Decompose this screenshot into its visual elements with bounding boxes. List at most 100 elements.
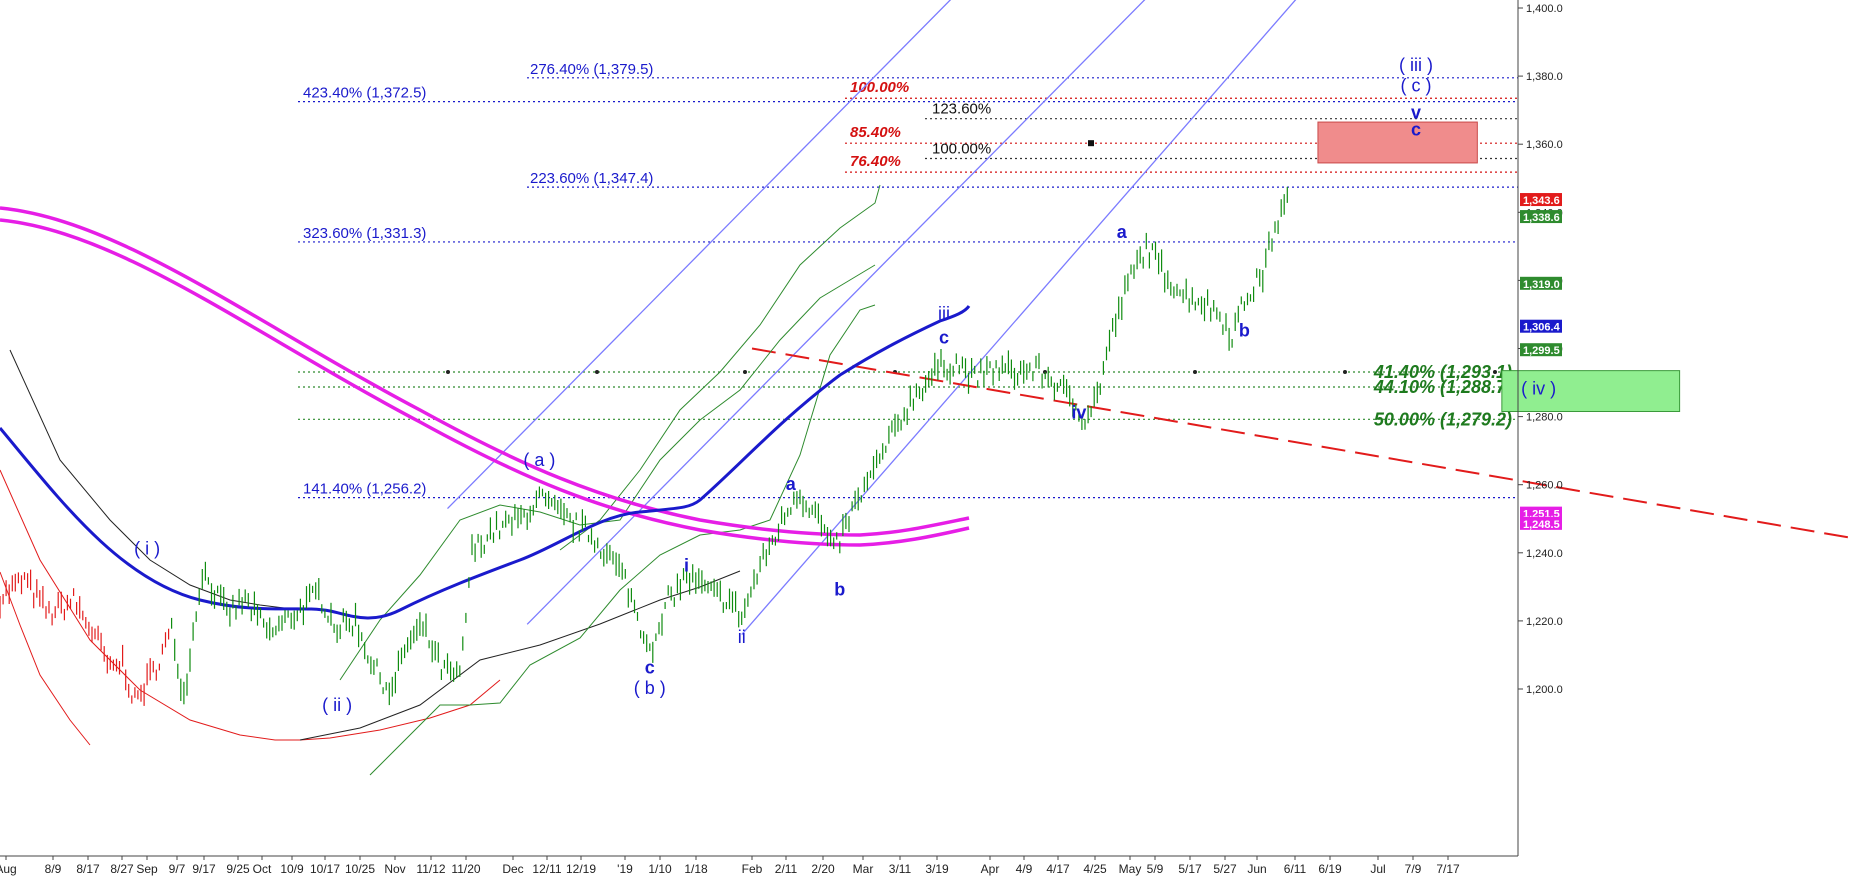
x-tick-label: 8/9 [45,862,62,876]
wave-label: iv [1071,402,1086,422]
fib-level-label: 41.40% (1,293.1) [1373,362,1512,382]
price-tag-label: 1,343.6 [1523,195,1560,207]
wave-label: b [1239,321,1250,341]
x-tick-label: Feb [742,862,763,876]
x-tick-label: Apr [981,862,1000,876]
price-tag-box [1520,506,1562,520]
y-tick-label: 1,380.0 [1526,71,1563,83]
y-tick-label: 1,360.0 [1526,139,1563,151]
wave-label: b [834,579,845,599]
y-tick-label: 1,260.0 [1526,480,1563,492]
wave-label: a [786,474,797,494]
y-tick-label: 1,200.0 [1526,684,1563,696]
wave-label: ( c ) [1401,75,1432,95]
x-tick-label: 2/11 [775,862,798,876]
price-tag-box [1520,210,1562,224]
channel-lower-line [741,0,1297,635]
lower-envelope-red-2 [0,571,91,746]
x-tick-label: 8/17 [76,862,100,876]
price-tag-label: 1,306.4 [1523,322,1561,334]
x-tick-label: 9/25 [226,862,250,876]
fib-level-label: 423.40% (1,372.5) [303,85,426,102]
red-dashed-trendline [751,347,1849,539]
ma-magenta-lower [0,218,970,547]
price-tag-label: 1,248.5 [1523,519,1560,531]
ma-blue [0,305,971,620]
x-tick-label: 10/9 [280,862,304,876]
fib-level-label: 223.60% (1,347.4) [530,170,653,187]
x-tick-label: 6/11 [1284,862,1307,876]
target-marker [1088,140,1094,147]
x-tick-label: 2/20 [811,862,835,876]
x-tick-label: Mar [853,862,874,876]
wave-label: c [645,658,655,678]
ma-magenta-upper [0,206,970,537]
price-tag-box [1520,319,1562,333]
x-tick-label: Aug [0,862,17,876]
level-marker-dot [743,369,747,374]
level-marker-dot [1343,369,1347,374]
x-tick-label: 9/17 [192,862,216,876]
fib-level-label: 85.40% [850,124,901,141]
x-tick-label: Jul [1370,862,1385,876]
price-bars [0,186,1288,706]
x-tick-label: 6/19 [1318,862,1342,876]
x-tick-label: 1/10 [648,862,672,876]
level-marker-dot [1043,369,1047,374]
lower-envelope-red [0,469,501,741]
wave-label: ( iv ) [1521,378,1556,398]
wave-label: i [684,556,689,576]
green-target-zone [1501,370,1681,412]
fib-level-label: 100.00% [850,79,909,96]
level-marker-dot [1493,369,1497,374]
wave-label: a [1117,222,1128,242]
fib-level-label: 276.40% (1,379.5) [530,61,653,78]
wave-label: ( a ) [523,450,555,470]
x-tick-label: 11/20 [451,862,480,876]
wave-label: ( iii ) [1399,55,1433,75]
x-tick-label: Sep [136,862,158,876]
wave-label: ii [738,627,746,647]
x-tick-label: 8/27 [110,862,134,876]
x-tick-label: 3/11 [889,862,912,876]
level-marker-dot [1193,369,1197,374]
x-tick-label: 12/19 [566,862,596,876]
upper-envelope-green [339,264,876,681]
fibonacci-levels: 276.40% (1,379.5) 423.40% (1,372.5) 223.60… [298,61,1518,499]
target-zones [1088,121,1681,412]
wave-label: c [939,327,949,347]
wave-label: iii [938,304,950,324]
x-tick-label: 10/17 [310,862,340,876]
price-tag-box [1520,276,1562,290]
fib-level-label: 44.10% (1,288.7) [1373,377,1512,397]
y-axis: 1,200.01,220.01,240.01,260.01,280.01,300… [1517,0,1563,856]
wave-label: c [1411,120,1421,140]
x-tick-label: 3/19 [925,862,949,876]
y-tick-label: 1,400.0 [1526,3,1563,15]
fib-level-label: 100.00% [932,141,991,158]
price-tag-box [1520,516,1562,530]
price-tag-label: 1,319.0 [1523,279,1560,291]
price-tag-box [1520,193,1562,207]
fib-level-label: 76.40% [850,153,901,170]
x-tick-label: '19 [617,862,633,876]
red-target-zone [1317,121,1478,164]
fib-level-label: 141.40% (1,256.2) [303,481,426,498]
x-tick-label: 7/9 [1405,862,1422,876]
y-tick-label: 1,220.0 [1526,616,1563,628]
x-tick-label: 5/17 [1178,862,1202,876]
fib-level-label: 323.60% (1,331.3) [303,225,426,242]
level-marker-dot [446,369,450,374]
x-tick-label: 10/25 [345,862,375,876]
wave-label: ( ii ) [322,695,352,715]
upper-envelope-green-2 [559,184,881,551]
x-tick-label: 5/27 [1213,862,1237,876]
y-tick-label: 1,280.0 [1526,412,1563,424]
x-tick-label: Oct [253,862,272,876]
wave-label: v [1411,103,1421,123]
wave-label: ( i ) [134,539,160,559]
x-tick-label: May [1119,862,1142,876]
